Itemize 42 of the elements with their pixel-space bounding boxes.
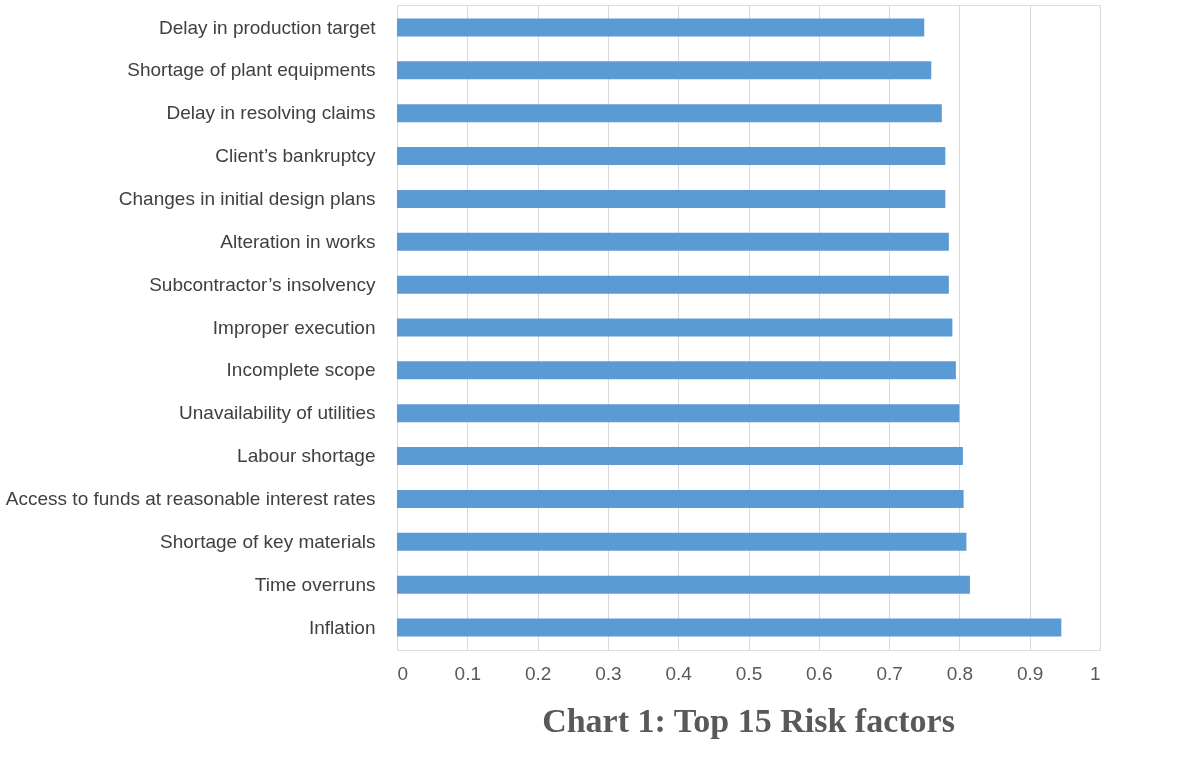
bar xyxy=(397,532,967,551)
y-tick-label: Incomplete scope xyxy=(226,359,376,381)
bar xyxy=(397,18,925,37)
bar xyxy=(397,447,963,466)
bar xyxy=(397,104,942,123)
bar xyxy=(397,232,949,251)
bar xyxy=(397,61,932,80)
bar xyxy=(397,147,946,166)
x-tick-label: 0.1 xyxy=(454,662,482,684)
bar xyxy=(397,275,949,294)
y-tick-label: Labour shortage xyxy=(237,445,376,467)
x-tick-label: 0.3 xyxy=(595,662,622,684)
x-tick-label: 1 xyxy=(1089,662,1101,684)
x-tick-label: 0.6 xyxy=(806,662,833,684)
x-tick-label: 0.7 xyxy=(876,662,903,684)
bar xyxy=(397,318,953,337)
y-tick-label: Unavailability of utilities xyxy=(179,402,376,424)
y-tick-label: Time overruns xyxy=(254,573,376,595)
y-tick-label: Delay in production target xyxy=(158,16,377,38)
y-tick-label: Improper execution xyxy=(212,316,376,338)
bar xyxy=(397,618,1062,637)
y-tick-label: Client’s bankruptcy xyxy=(215,145,376,167)
y-tick-label: Access to funds at reasonable interest rates xyxy=(5,487,376,509)
y-tick-label: Shortage of plant equipments xyxy=(127,59,376,81)
text: Chart 1: Top 15 Risk factors xyxy=(542,702,955,739)
x-tick-label: 0.2 xyxy=(524,662,552,684)
x-tick-label: 0.9 xyxy=(1016,662,1044,684)
y-tick-label: Alteration in works xyxy=(220,230,376,252)
x-tick-label: 0.5 xyxy=(735,662,763,684)
y-tick-label: Changes in initial design plans xyxy=(118,187,376,209)
bar xyxy=(397,361,956,380)
y-tick-label: Inflation xyxy=(308,616,376,638)
x-tick-label: 0.4 xyxy=(665,662,693,684)
bar xyxy=(397,189,946,208)
bar xyxy=(397,489,964,508)
x-tick-label: 0 xyxy=(397,662,409,684)
bar xyxy=(397,575,970,594)
y-tick-label: Shortage of key materials xyxy=(160,530,376,552)
y-tick-label: Subcontractor’s insolvency xyxy=(149,273,376,295)
y-tick-label: Delay in resolving claims xyxy=(166,102,376,124)
bar xyxy=(397,404,960,423)
x-tick-label: 0.8 xyxy=(946,662,974,684)
